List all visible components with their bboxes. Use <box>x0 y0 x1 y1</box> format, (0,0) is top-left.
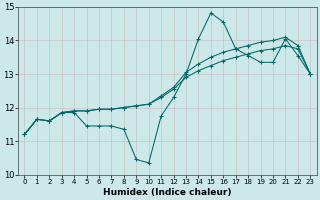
X-axis label: Humidex (Indice chaleur): Humidex (Indice chaleur) <box>103 188 232 197</box>
